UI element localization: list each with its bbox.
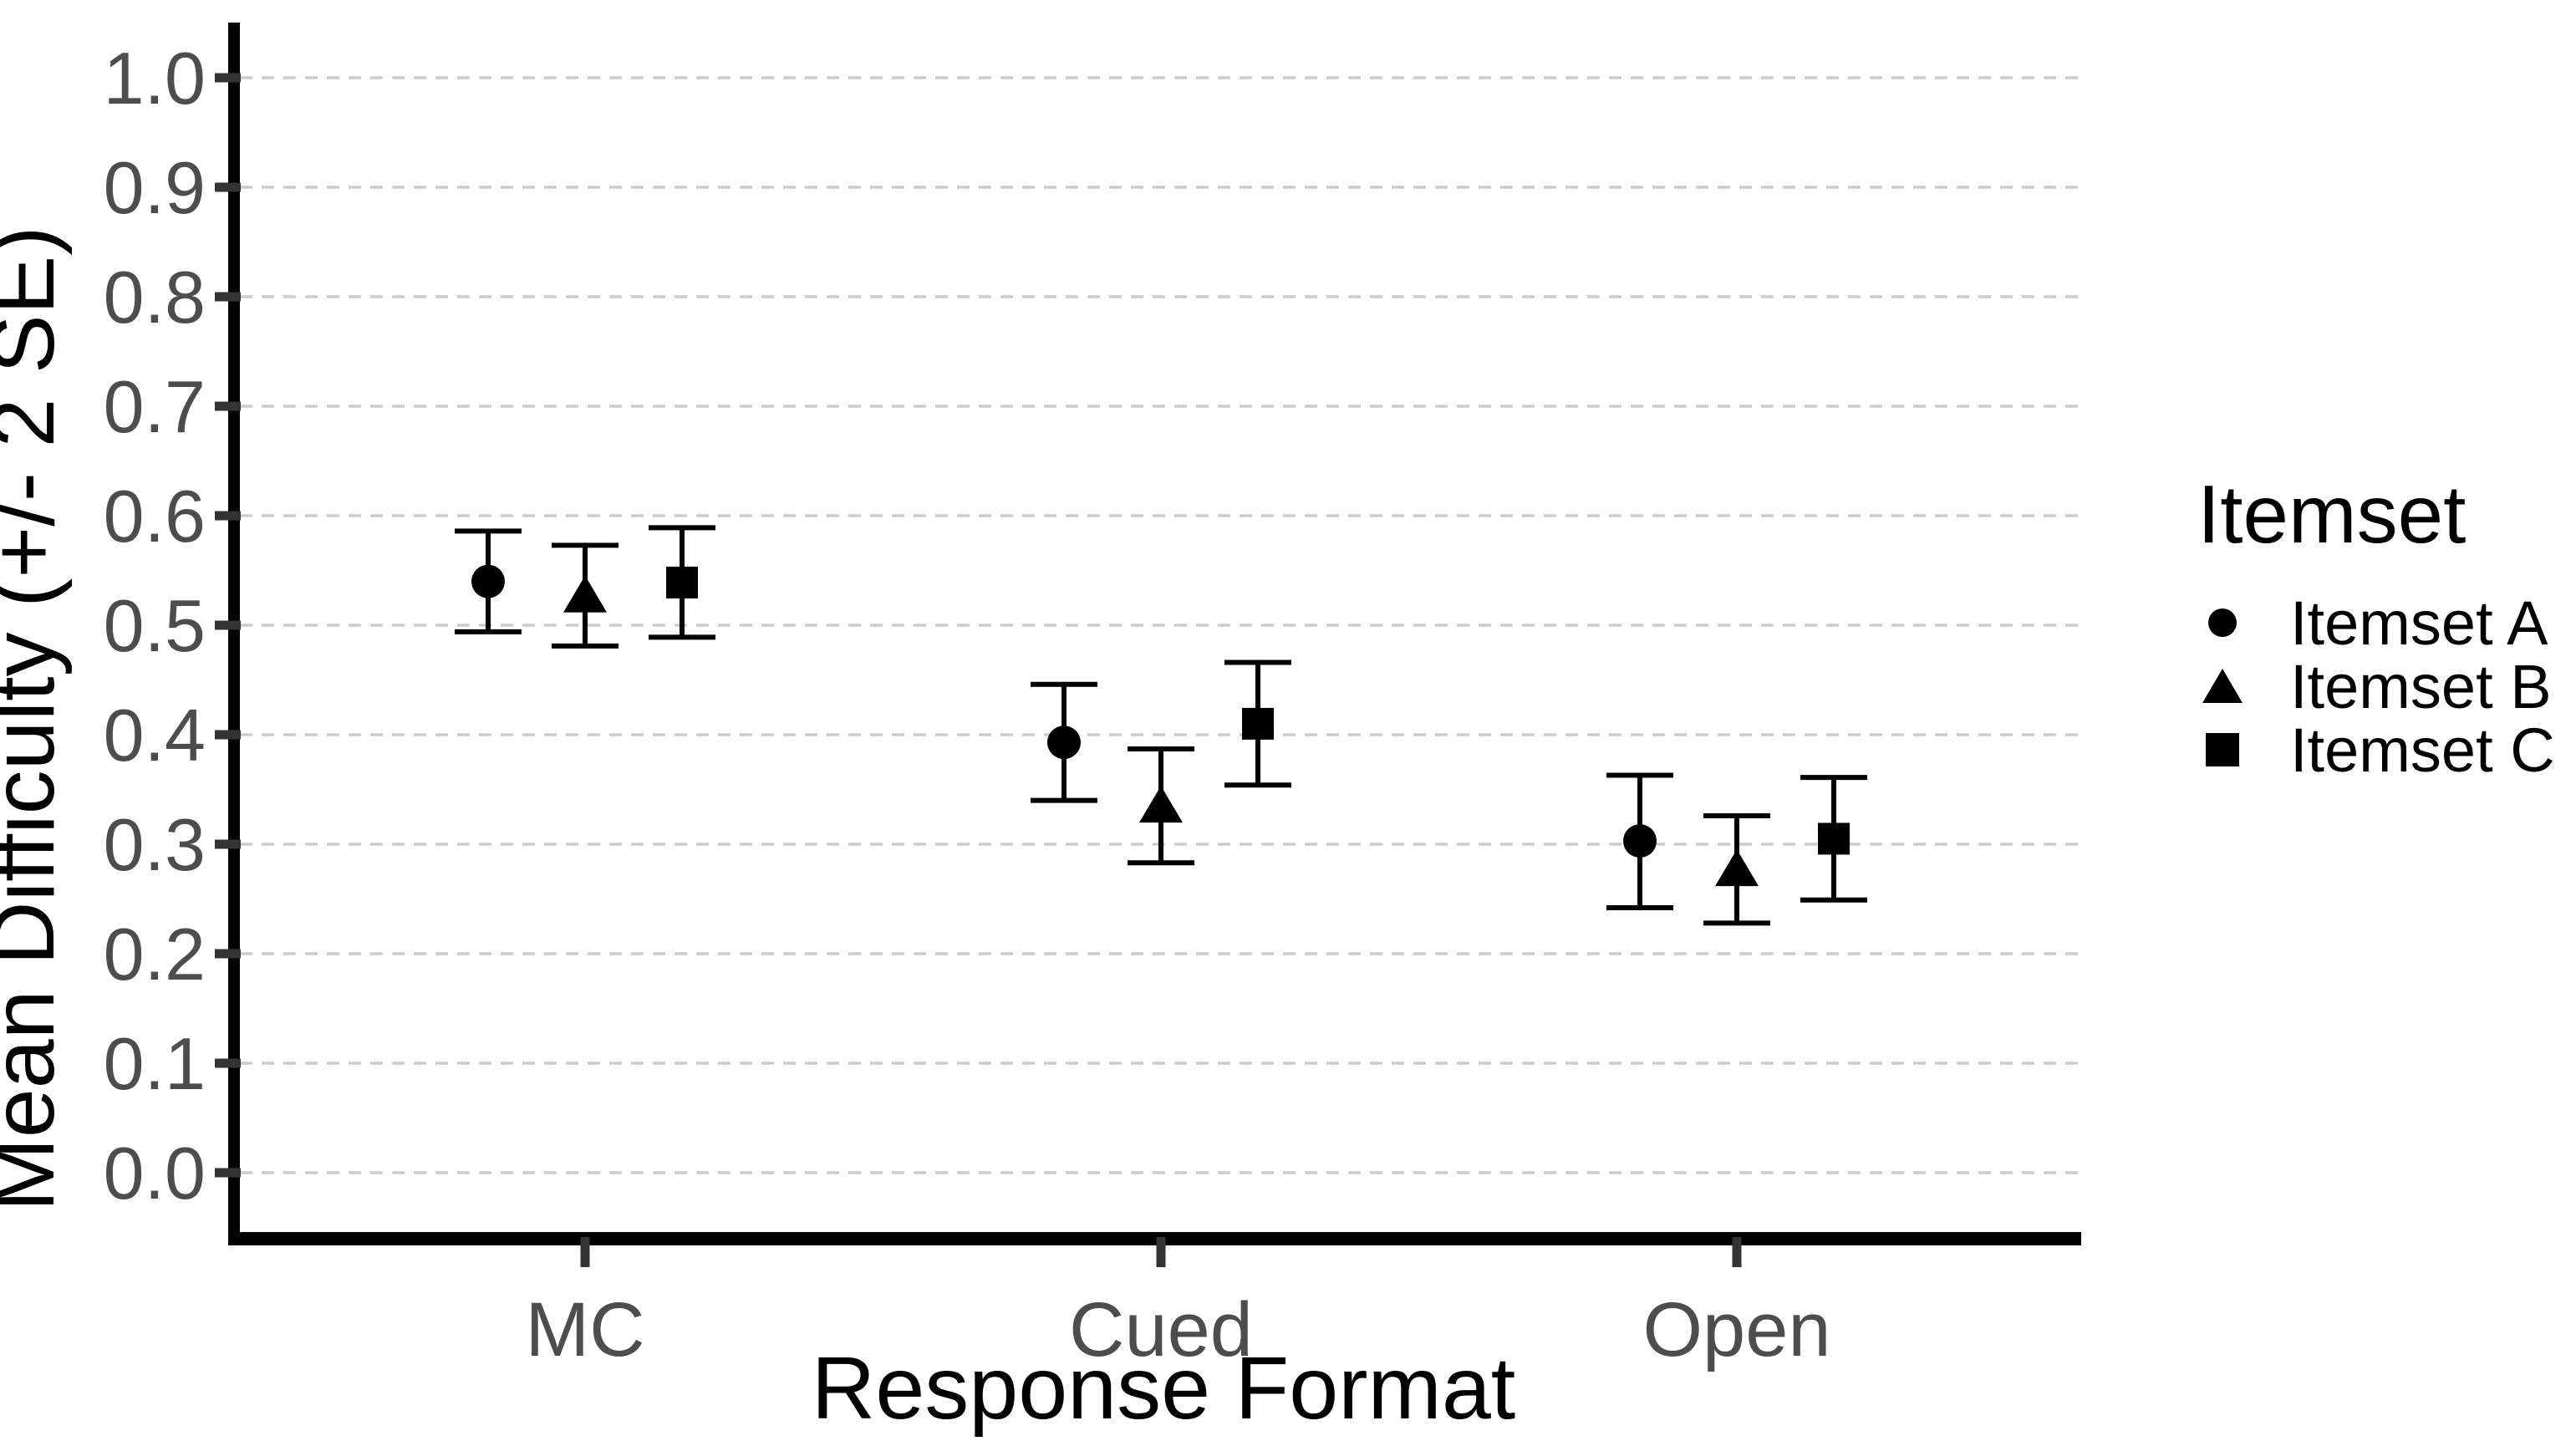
point-range-triangle-Open <box>1703 812 1770 926</box>
legend-entry-label: Itemset A <box>2290 588 2548 658</box>
y-tick-mark <box>215 620 241 630</box>
x-ticks-group <box>580 1237 1742 1267</box>
y-tick-label: 0.8 <box>104 256 206 339</box>
circle-marker-icon <box>2208 608 2237 637</box>
square-marker <box>666 566 698 598</box>
x-tick-mark <box>1156 1237 1166 1267</box>
y-ticks-group <box>215 73 241 1178</box>
point-range-circle-MC <box>455 528 522 634</box>
x-tick-mark <box>1732 1237 1742 1267</box>
y-tick-mark <box>215 511 241 521</box>
legend: Itemset Itemset A Itemset B Itemset C <box>2197 465 2555 785</box>
y-tick-mark <box>215 839 241 849</box>
point-range-circle-Open <box>1606 772 1673 910</box>
point-range-triangle-MC <box>552 542 619 649</box>
x-tick-label: Cued <box>1069 1287 1253 1372</box>
gridlines-group <box>240 76 2081 1174</box>
point-range-square-MC <box>649 525 715 640</box>
y-tick-mark <box>215 949 241 959</box>
y-tick-label: 0.5 <box>104 584 206 667</box>
circle-marker <box>471 564 505 598</box>
series-markers-group <box>455 525 1867 926</box>
square-marker <box>1242 707 1274 740</box>
circle-marker <box>1623 824 1657 858</box>
y-tick-labels-group: 0.0 0.1 0.2 0.3 0.4 0.5 0.6 0.7 0.8 0.9 1.0 <box>104 37 206 1214</box>
point-range-circle-Cued <box>1031 681 1097 803</box>
x-axis-line <box>228 1232 2081 1245</box>
triangle-marker <box>563 575 607 613</box>
point-range-square-Cued <box>1224 659 1291 788</box>
point-range-triangle-Cued <box>1128 746 1194 866</box>
y-tick-label: 0.6 <box>104 475 206 558</box>
y-tick-label: 0.9 <box>104 146 206 229</box>
x-tick-label: Open <box>1642 1287 1830 1372</box>
y-tick-mark <box>215 401 241 411</box>
y-tick-label: 1.0 <box>104 37 206 120</box>
legend-entry-label: Itemset B <box>2290 651 2552 721</box>
legend-entry-label: Itemset C <box>2290 715 2555 785</box>
y-tick-label: 0.3 <box>104 803 206 886</box>
y-tick-mark <box>215 1058 241 1068</box>
point-range-square-Open <box>1800 775 1867 903</box>
y-tick-label: 0.1 <box>104 1022 206 1105</box>
y-tick-mark <box>215 1168 241 1178</box>
legend-entry-itemset-c: Itemset C <box>2197 715 2555 785</box>
y-tick-label: 0.2 <box>104 913 206 995</box>
square-marker-icon <box>2206 733 2239 766</box>
y-tick-mark <box>215 292 241 302</box>
triangle-marker <box>1715 849 1759 887</box>
x-tick-labels-group: MC Cued Open <box>525 1287 1830 1372</box>
y-axis-title: Mean Difficulty (+/- 2 SE) <box>0 226 73 1211</box>
x-axis-title: Response Format <box>812 1339 1515 1438</box>
x-tick-mark <box>580 1237 590 1267</box>
legend-title: Itemset <box>2197 468 2467 560</box>
circle-marker <box>1047 726 1081 760</box>
y-tick-label: 0.4 <box>104 694 206 777</box>
y-tick-mark <box>215 73 241 83</box>
square-marker <box>1818 822 1850 855</box>
legend-entry-itemset-b: Itemset B <box>2197 652 2555 721</box>
legend-entry-itemset-a: Itemset A <box>2197 588 2555 658</box>
x-tick-label: MC <box>525 1287 644 1372</box>
y-tick-mark <box>215 730 241 740</box>
y-tick-label: 0.0 <box>104 1132 206 1214</box>
triangle-marker-icon <box>2202 669 2243 703</box>
y-tick-mark <box>215 182 241 192</box>
y-tick-label: 0.7 <box>104 365 206 448</box>
y-axis-line <box>228 23 240 1245</box>
triangle-marker <box>1139 786 1183 823</box>
